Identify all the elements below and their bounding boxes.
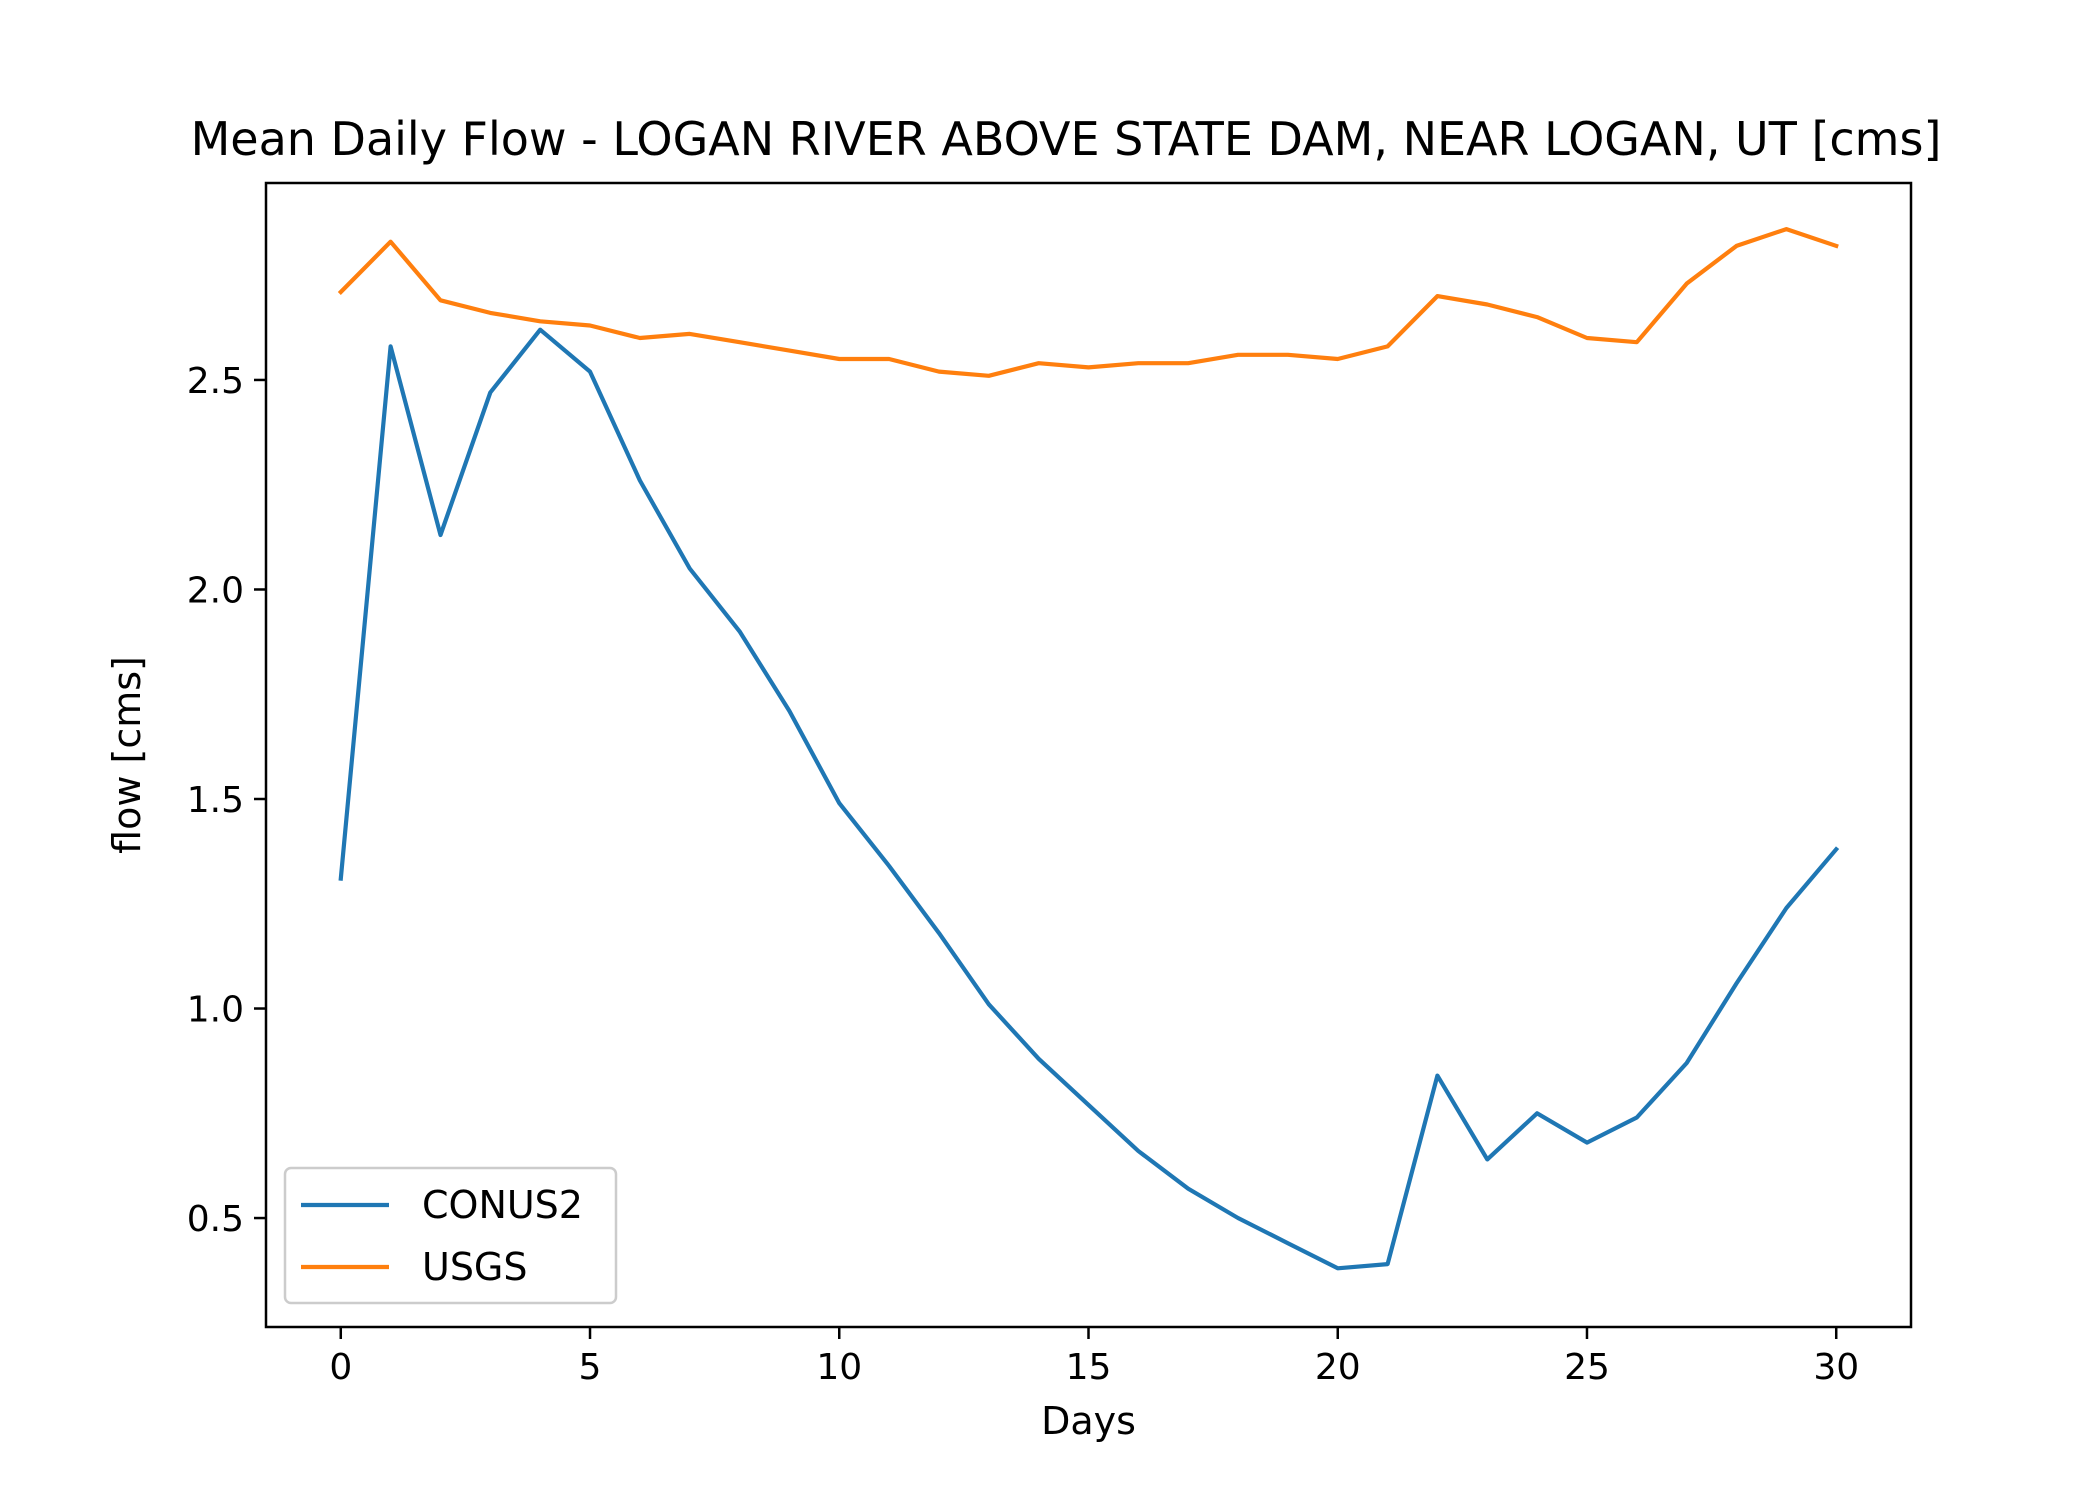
series-layer	[337, 227, 1840, 1271]
y-tick-label: 2.5	[187, 361, 244, 402]
series-line-usgs	[337, 227, 1839, 378]
legend-label-conus2: CONUS2	[422, 1183, 583, 1227]
plot-frame	[264, 181, 1913, 1329]
x-tick-label: 15	[1066, 1347, 1112, 1388]
y-axis: 0.5 1.0 1.5 2.0 2.5	[187, 361, 266, 1240]
x-tick-label: 20	[1315, 1347, 1361, 1388]
legend-label-usgs: USGS	[422, 1245, 528, 1289]
legend-box	[283, 1166, 618, 1305]
y-tick-label: 2.0	[187, 570, 244, 611]
chart-title: Mean Daily Flow - LOGAN RIVER ABOVE STAT…	[191, 112, 1942, 166]
x-tick-label: 5	[579, 1347, 602, 1388]
series-line-conus2	[338, 327, 1840, 1271]
x-tick-label: 0	[329, 1347, 352, 1388]
legend: CONUS2 USGS	[283, 1166, 618, 1305]
y-tick-label: 1.5	[187, 780, 244, 821]
x-tick-label: 30	[1813, 1347, 1859, 1388]
y-tick-label: 1.0	[187, 990, 244, 1031]
x-axis-label: Days	[1041, 1399, 1136, 1443]
x-tick-label: 25	[1564, 1347, 1610, 1388]
y-axis-label: flow [cms]	[105, 656, 149, 854]
y-tick-label: 0.5	[187, 1199, 244, 1240]
x-tick-label: 10	[816, 1347, 862, 1388]
x-axis: 0 5 10 15 20 25 30	[329, 1327, 1859, 1388]
